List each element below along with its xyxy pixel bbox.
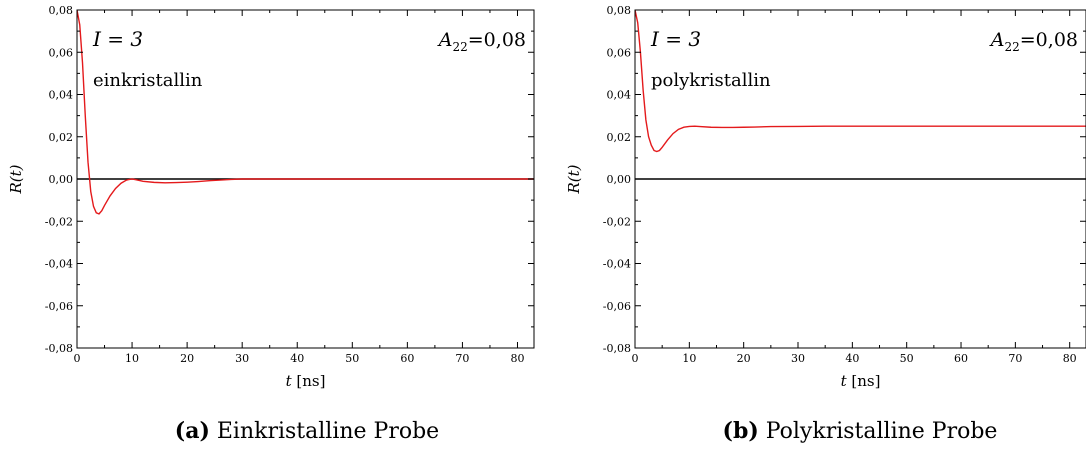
x-tick-label: 80	[510, 352, 524, 365]
x-tick-label: 0	[74, 352, 81, 365]
y-tick-label: -0,02	[603, 215, 631, 228]
y-tick-label: 0,02	[49, 131, 74, 144]
chart-panel-b: 0 10 20 30 40 50 60 70 80 -0,08 -0,06 -0,04 -0,02 0,0…	[565, 4, 1086, 444]
y-tick-label: 0,04	[607, 89, 632, 102]
y-axis-label: R(t)	[565, 164, 583, 194]
annotation-a22-subscript: 22	[452, 40, 467, 54]
y-tick-label: 0,04	[49, 89, 74, 102]
chart-panel-a: 0 10 20 30 40 50 60 70 80 -0,08 -0,06 -0,04 -0,02 0,0…	[7, 4, 535, 444]
series-line	[635, 10, 1086, 153]
y-axis-label: R(t)	[7, 164, 25, 194]
annotation-sample: polykristallin	[651, 70, 771, 91]
x-tick-label: 30	[235, 352, 249, 365]
x-tick-label: 20	[180, 352, 194, 365]
y-tick-label: 0,06	[49, 46, 74, 59]
annotation-a22: A22=0,08	[437, 29, 526, 54]
x-axis-label: t [ns]	[286, 372, 326, 390]
y-tick-label: 0,08	[49, 4, 74, 17]
annotation-sample: einkristallin	[93, 70, 203, 91]
x-tick-label: 50	[345, 352, 359, 365]
y-tick-label: -0,08	[45, 342, 73, 355]
x-tick-label: 60	[954, 352, 968, 365]
x-axis-label: t [ns]	[841, 372, 881, 390]
y-tick-label: -0,06	[603, 300, 631, 313]
x-tick-label: 70	[1008, 352, 1022, 365]
annotation-a22-value: =0,08	[468, 29, 526, 51]
annotation-a22: A22=0,08	[989, 29, 1078, 54]
figure-caption: (b) Polykristalline Probe	[723, 418, 998, 444]
figure-caption-text: Einkristalline Probe	[210, 419, 439, 444]
y-tick-label: -0,04	[45, 258, 73, 271]
x-tick-label: 70	[455, 352, 469, 365]
annotation-spin: I = 3	[650, 27, 701, 51]
y-tick-label: 0,02	[607, 131, 632, 144]
x-axis-label-var: t	[286, 372, 293, 390]
figure-caption: (a) Einkristalline Probe	[175, 418, 439, 444]
x-axis-label-var: t	[841, 372, 848, 390]
x-tick-label: 10	[125, 352, 139, 365]
y-tick-label: -0,04	[603, 258, 631, 271]
y-tick-label: 0,00	[607, 173, 632, 186]
y-tick-label: 0,00	[49, 173, 74, 186]
y-tick-label: 0,06	[607, 46, 632, 59]
x-tick-label: 10	[682, 352, 696, 365]
x-tick-label: 0	[632, 352, 639, 365]
y-tick-label: -0,06	[45, 300, 73, 313]
x-tick-label: 80	[1063, 352, 1077, 365]
x-tick-label: 40	[845, 352, 859, 365]
annotation-spin: I = 3	[92, 27, 143, 51]
x-axis-label-unit: [ns]	[847, 372, 881, 390]
annotation-a22-value: =0,08	[1020, 29, 1078, 51]
y-tick-label: 0,08	[607, 4, 632, 17]
x-axis-label-unit: [ns]	[292, 372, 326, 390]
annotation-a22-symbol: A	[437, 29, 453, 51]
annotation-a22-symbol: A	[989, 29, 1005, 51]
x-tick-label: 60	[400, 352, 414, 365]
series-line	[77, 10, 534, 215]
y-tick-label: -0,08	[603, 342, 631, 355]
x-tick-label: 40	[290, 352, 304, 365]
figure-caption-text: Polykristalline Probe	[759, 419, 998, 444]
y-tick-label: -0,02	[45, 215, 73, 228]
annotation-a22-subscript: 22	[1004, 40, 1019, 54]
figure-caption-label: (a)	[175, 418, 210, 444]
x-tick-label: 50	[900, 352, 914, 365]
figure-caption-label: (b)	[723, 418, 759, 444]
x-tick-label: 30	[791, 352, 805, 365]
x-tick-label: 20	[737, 352, 751, 365]
